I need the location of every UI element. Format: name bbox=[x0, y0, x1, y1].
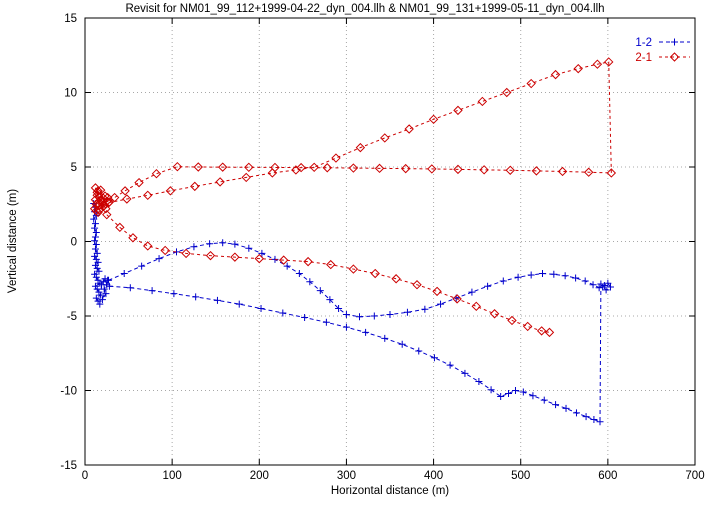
legend-sample-2-1 bbox=[659, 52, 690, 62]
x-tick-label: 300 bbox=[337, 470, 356, 482]
x-tick-label: 100 bbox=[163, 470, 182, 482]
y-tick-label: 0 bbox=[71, 237, 77, 249]
legend: 1-22-1 bbox=[635, 37, 690, 64]
x-tick-label: 700 bbox=[685, 470, 704, 482]
y-tick-label: 15 bbox=[64, 13, 77, 25]
y-tick-label: -15 bbox=[60, 460, 77, 472]
x-tick-label: 500 bbox=[511, 470, 530, 482]
legend-sample-1-2 bbox=[659, 38, 690, 46]
x-tick-label: 400 bbox=[424, 470, 443, 482]
chart-title: Revisit for NM01_99_112+1999-04-22_dyn_0… bbox=[125, 3, 605, 15]
legend-label-1-2: 1-2 bbox=[635, 37, 652, 49]
x-tick-label: 600 bbox=[598, 470, 617, 482]
y-tick-label: 5 bbox=[71, 162, 77, 174]
grid-lines bbox=[85, 18, 695, 465]
legend-label-2-1: 2-1 bbox=[635, 52, 652, 64]
y-tick-label: -10 bbox=[60, 386, 77, 398]
y-tick-label: -5 bbox=[67, 311, 77, 323]
tick-labels: 0 100 200 300 400 500 600 700 -15 -10 -5 0 5 10 15 bbox=[60, 13, 704, 482]
series-1-2-lines bbox=[93, 203, 612, 423]
series-2-1-markers bbox=[89, 57, 617, 338]
x-axis-label: Horizontal distance (m) bbox=[330, 485, 450, 497]
tick-marks bbox=[84, 17, 696, 466]
x-tick-label: 200 bbox=[250, 470, 269, 482]
y-axis-label: Vertical distance (m) bbox=[7, 188, 19, 294]
series-1-2-markers bbox=[90, 200, 614, 426]
x-tick-label: 0 bbox=[82, 470, 88, 482]
y-tick-label: 10 bbox=[64, 88, 77, 100]
